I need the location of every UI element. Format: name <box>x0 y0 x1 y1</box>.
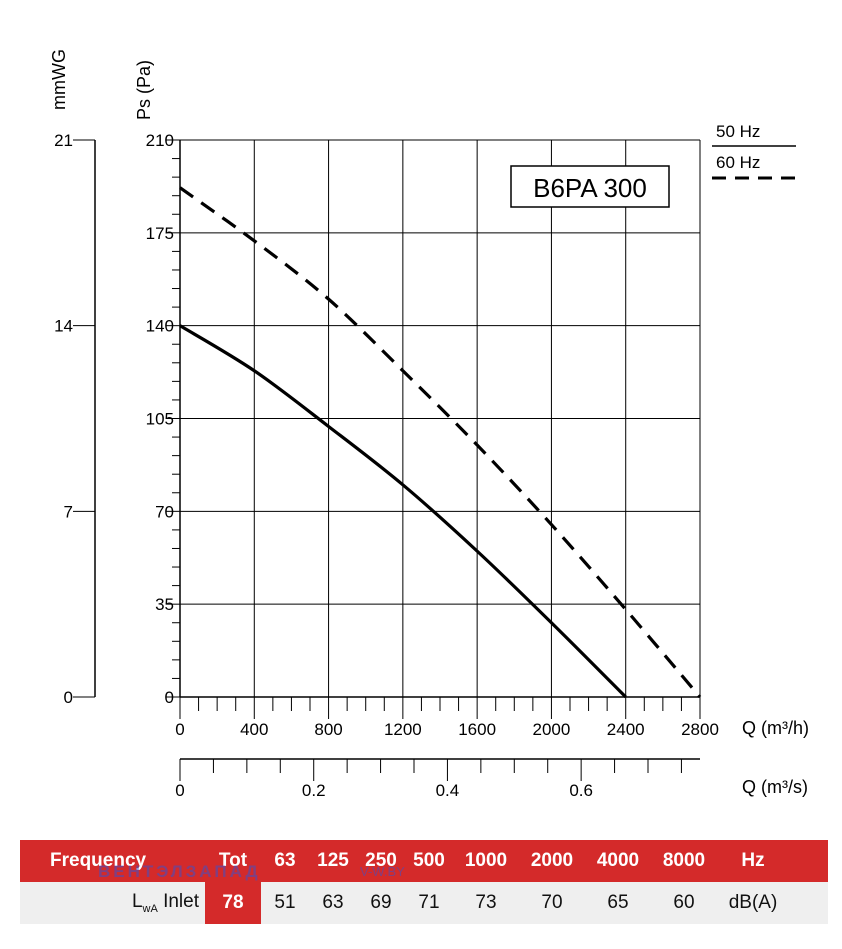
x2-tick-label-0: 0 <box>175 781 184 800</box>
header-500: 500 <box>413 850 445 871</box>
value-63: 51 <box>274 892 296 913</box>
x-tick-label-2400: 2400 <box>607 720 645 739</box>
y-tick-label-70: 70 <box>155 502 174 521</box>
y-axis-label: Ps (Pa) <box>134 60 154 120</box>
y-tick-label-35: 35 <box>155 595 174 614</box>
y2-tick-label-14: 14 <box>54 317 73 336</box>
row-label-suffix: Inlet <box>157 891 199 913</box>
chart-title: B6PA 300 <box>533 173 647 203</box>
y-tick-label-105: 105 <box>146 410 174 429</box>
value-4000: 65 <box>607 892 629 913</box>
x2-axis-label: Q (m³/s) <box>742 777 808 797</box>
row-label-sub: wA <box>142 902 158 915</box>
x-tick-label-800: 800 <box>314 720 342 739</box>
y-tick-label-0: 0 <box>165 688 174 707</box>
header-4000: 4000 <box>596 850 640 871</box>
x-tick-label-2800: 2800 <box>681 720 719 739</box>
y-tick-label-210: 210 <box>146 131 174 150</box>
legend-label-50hz: 50 Hz <box>716 122 760 141</box>
header-63: 63 <box>274 850 296 871</box>
value-500: 71 <box>418 892 440 913</box>
x-tick-label-400: 400 <box>240 720 268 739</box>
y2-tick-label-21: 21 <box>54 131 73 150</box>
value-1000: 73 <box>475 892 497 913</box>
y-tick-label-175: 175 <box>146 224 174 243</box>
row-label-lwa-inlet: LwA Inlet <box>20 891 205 915</box>
x-tick-label-1200: 1200 <box>384 720 422 739</box>
y2-axis-label: mmWG <box>49 49 69 110</box>
chart-series <box>179 186 702 699</box>
value-250: 69 <box>370 892 392 913</box>
row-label-l: L <box>131 891 143 913</box>
header-unit-hz: Hz <box>741 850 765 871</box>
x-tick-label-1600: 1600 <box>458 720 496 739</box>
sound-table-inlet-row: LwA Inlet 78 51 63 69 71 73 70 65 60 dB(… <box>20 882 828 924</box>
x2-tick-label-0.4: 0.4 <box>436 781 460 800</box>
x-tick-label-0: 0 <box>175 720 184 739</box>
chart-grid <box>179 139 701 698</box>
header-250: 250 <box>365 850 397 871</box>
x2-tick-label-0.6: 0.6 <box>569 781 593 800</box>
value-2000: 70 <box>541 892 563 913</box>
header-frequency: Frequency <box>50 850 147 871</box>
value-8000: 60 <box>673 892 695 913</box>
sound-power-table: Frequency Tot 63 125 250 500 1000 2000 4… <box>20 840 828 924</box>
value-125: 63 <box>322 892 344 913</box>
y-tick-label-140: 140 <box>146 317 174 336</box>
header-2000: 2000 <box>530 850 574 871</box>
sound-table-header-row: Frequency Tot 63 125 250 500 1000 2000 4… <box>20 840 828 882</box>
y2-tick-label-7: 7 <box>64 502 73 521</box>
value-tot: 78 <box>205 882 261 924</box>
legend-label-60hz: 60 Hz <box>716 153 760 172</box>
value-unit-dba: dB(A) <box>728 892 778 913</box>
title-box <box>510 165 670 208</box>
series-line-60-hz <box>179 186 702 699</box>
header-tot: Tot <box>218 850 248 871</box>
x-tick-label-2000: 2000 <box>533 720 571 739</box>
header-1000: 1000 <box>464 850 508 871</box>
y2-tick-label-0: 0 <box>64 688 73 707</box>
header-8000: 8000 <box>662 850 706 871</box>
series-line-50-hz <box>179 324 627 699</box>
header-125: 125 <box>317 850 349 871</box>
x-axis-label: Q (m³/h) <box>742 718 809 738</box>
x2-tick-label-0.2: 0.2 <box>302 781 326 800</box>
